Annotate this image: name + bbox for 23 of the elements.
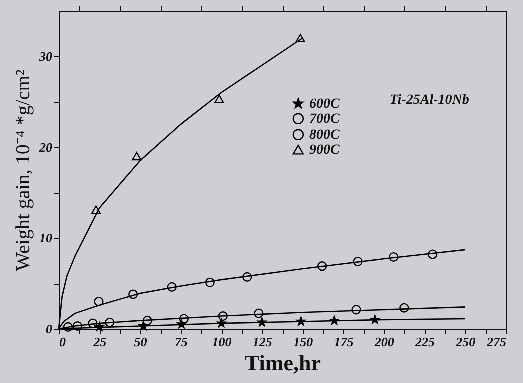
legend-label: 800C <box>309 128 340 143</box>
x-tick-label: 0 <box>60 334 66 350</box>
legend-label: 700C <box>309 112 340 127</box>
x-tick-label: 25 <box>92 334 108 350</box>
y-tick-label: 10 <box>40 230 53 246</box>
x-tick-label: 225 <box>414 334 436 350</box>
x-tick-label: 150 <box>294 334 314 350</box>
y-axis-title: Weight gain, 10⁻⁴ *g/cm² <box>12 70 34 272</box>
x-tick-label: 250 <box>455 334 476 350</box>
legend-label: 600C <box>309 96 340 112</box>
y-tick-label: 0 <box>46 322 53 336</box>
x-tick-label: 75 <box>174 334 188 350</box>
legend-label: 900C <box>309 142 340 158</box>
x-tick-label: 175 <box>334 334 354 350</box>
x-tick-label: 100 <box>212 334 232 350</box>
y-tick-label: 20 <box>38 140 53 155</box>
x-tick-label: 275 <box>486 334 507 350</box>
x-tick-label: 125 <box>252 334 273 350</box>
y-tick-label: 30 <box>38 48 53 64</box>
x-axis-title: Time,hr <box>245 350 322 376</box>
annotation: Ti-25Al-10Nb <box>390 93 470 108</box>
x-tick-label: 200 <box>374 334 395 350</box>
x-tick-label: 50 <box>134 334 148 350</box>
